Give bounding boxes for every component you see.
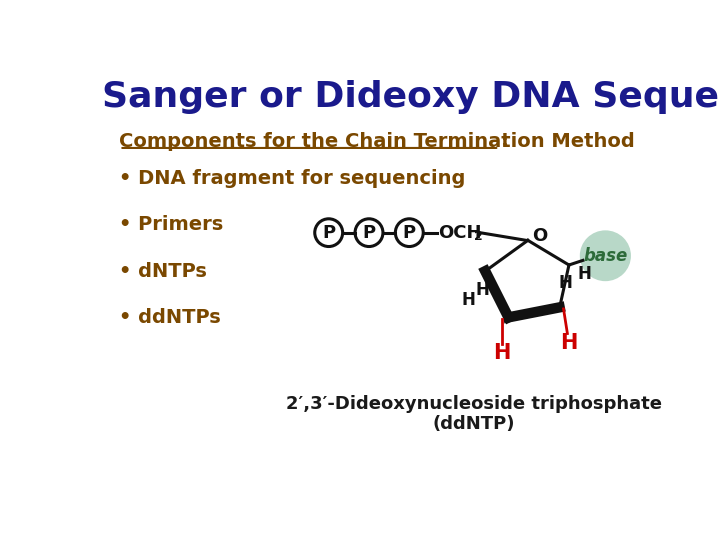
Text: H: H [560,333,577,353]
Text: H: H [475,281,489,299]
Text: 2′,3′-Dideoxynucleoside triphosphate: 2′,3′-Dideoxynucleoside triphosphate [286,395,662,413]
Text: O: O [533,227,548,245]
Text: OCH: OCH [438,224,482,242]
Text: P: P [322,224,336,242]
Text: P: P [402,224,416,242]
Text: base: base [583,247,628,265]
Text: Sanger or Dideoxy DNA Sequencing: Sanger or Dideoxy DNA Sequencing [102,80,720,114]
Text: • DNA fragment for sequencing: • DNA fragment for sequencing [120,169,466,188]
Text: • ddNTPs: • ddNTPs [120,308,221,327]
Text: Components for the Chain Termination Method: Components for the Chain Termination Met… [120,132,635,151]
Text: :: : [500,132,508,151]
Text: • dNTPs: • dNTPs [120,262,207,281]
Text: 2: 2 [474,230,483,243]
Text: H: H [462,292,475,309]
Text: H: H [577,265,591,284]
Text: H: H [559,274,573,293]
Text: (ddNTP): (ddNTP) [433,415,515,433]
Text: • Primers: • Primers [120,215,224,234]
Circle shape [580,231,631,281]
Text: P: P [362,224,376,242]
Text: H: H [494,343,511,363]
